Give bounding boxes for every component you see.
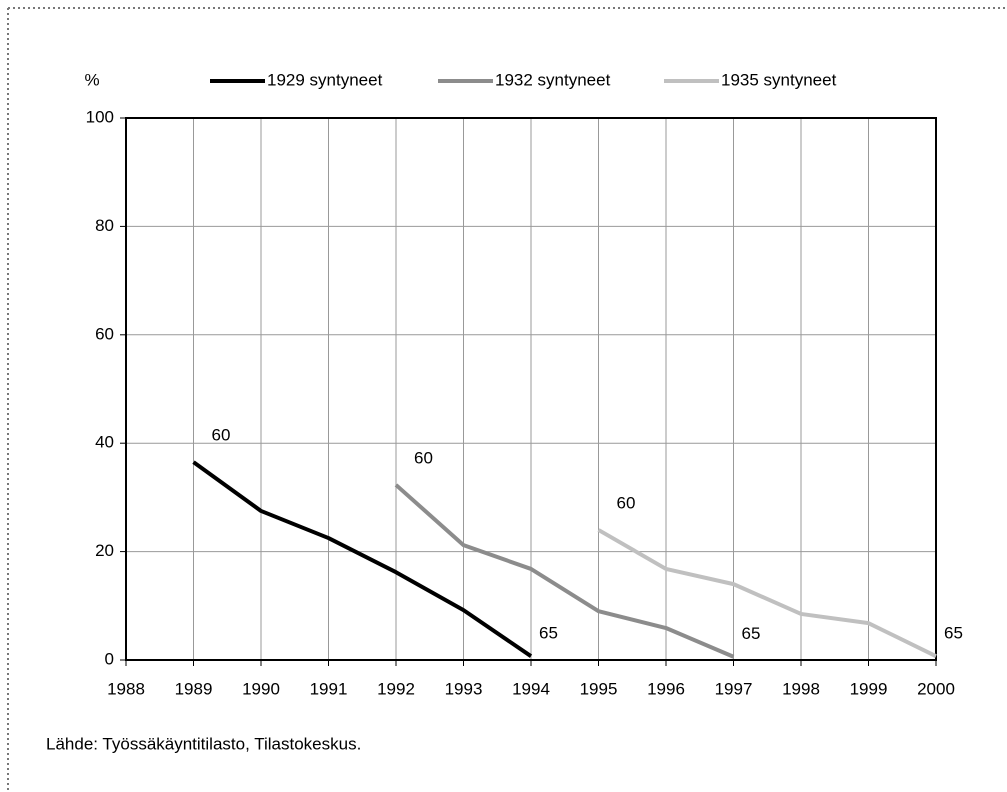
y-tick-label: 0 (105, 649, 114, 668)
x-tick-label: 1999 (850, 679, 888, 698)
x-tick-label: 1993 (445, 679, 483, 698)
y-axis-label: % (84, 70, 99, 89)
x-tick-label: 1989 (175, 679, 213, 698)
series-line (192, 460, 533, 658)
series-line (394, 483, 735, 659)
x-tick-label: 1992 (377, 679, 415, 698)
data-label: 60 (212, 426, 231, 445)
x-tick-label: 1998 (782, 679, 820, 698)
data-label: 65 (539, 624, 558, 643)
legend-label: 1932 syntyneet (495, 70, 611, 89)
plot-border (125, 117, 937, 661)
x-tick-label: 1994 (512, 679, 550, 698)
x-tick-label: 1990 (242, 679, 280, 698)
legend-label: 1935 syntyneet (721, 70, 837, 89)
x-tick-label: 2000 (917, 679, 955, 698)
data-label: 60 (414, 448, 433, 467)
legend-label: 1929 syntyneet (267, 70, 383, 89)
series-line (597, 528, 937, 659)
x-tick-label: 1997 (715, 679, 753, 698)
source-note: Lähde: Työssäkäyntitilasto, Tilastokesku… (46, 734, 361, 753)
y-tick-label: 40 (95, 433, 114, 452)
x-tick-label: 1988 (107, 679, 145, 698)
data-label: 65 (742, 624, 761, 643)
x-tick-label: 1991 (310, 679, 348, 698)
y-tick-label: 100 (86, 107, 114, 126)
y-tick-label: 60 (95, 324, 114, 343)
y-tick-label: 80 (95, 216, 114, 235)
x-tick-label: 1995 (580, 679, 618, 698)
data-label: 60 (617, 493, 636, 512)
data-label: 65 (944, 624, 963, 643)
x-tick-label: 1996 (647, 679, 685, 698)
y-tick-label: 20 (95, 541, 114, 560)
